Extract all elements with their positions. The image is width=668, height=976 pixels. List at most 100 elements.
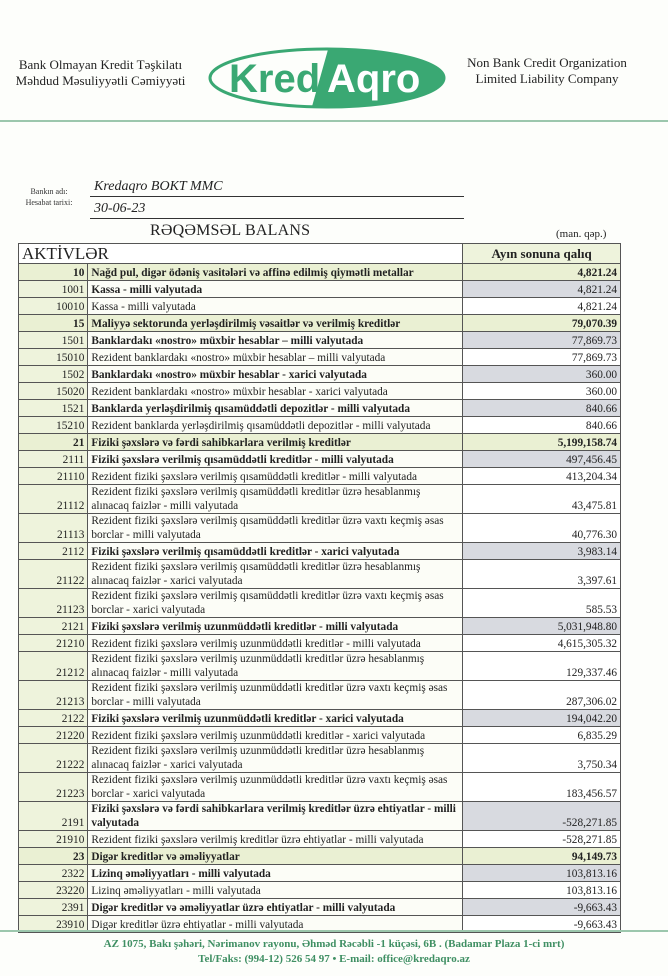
org-name-en-1: Non Bank Credit Organization [467, 55, 627, 70]
row-value: 585.53 [462, 588, 621, 618]
row-code: 15 [17, 314, 89, 332]
row-code: 2191 [17, 801, 89, 831]
header-divider [0, 120, 668, 122]
table-row: 23910 Digər kreditlər üzrə ehtiyatlar - m… [17, 915, 621, 933]
row-code: 15010 [17, 348, 89, 366]
row-description: Rezident fiziki şəxslərə verilmiş uzunmü… [87, 743, 464, 773]
row-code: 21 [17, 433, 89, 451]
row-description: Rezident fiziki şəxslərə verilmiş uzunmü… [87, 726, 464, 744]
row-value: 4,821.24 [462, 263, 621, 281]
row-code: 10010 [17, 297, 89, 315]
row-description: Fiziki şəxslərə və fərdi sahibkarlara ve… [87, 433, 464, 451]
table-row: 21 Fiziki şəxslərə və fərdi sahibkarlara … [17, 433, 621, 451]
table-row: 21213 Rezident fiziki şəxslərə verilmiş u… [17, 680, 621, 710]
row-value: 5,031,948.80 [462, 617, 621, 635]
row-code: 2322 [17, 864, 89, 882]
row-code: 2122 [17, 709, 89, 727]
row-value: 497,456.45 [462, 450, 621, 468]
table-row: 15210 Rezident banklarda yerləşdirilmiş q… [17, 416, 621, 434]
row-code: 1501 [17, 331, 89, 349]
row-description: Banklardakı «nostro» müxbir hesablar – m… [87, 331, 464, 349]
row-description: Rezident banklardakı «nostro» müxbir hes… [87, 382, 464, 400]
header-right: Non Bank Credit Organization Limited Lia… [452, 55, 642, 87]
header-left: Bank Olmayan Kredit Təşkilatı Məhdud Məs… [8, 57, 193, 89]
row-description: Digər kreditlər üzrə ehtiyatlar - milli … [87, 915, 464, 933]
row-code: 21122 [17, 559, 89, 589]
row-description: Rezident banklardakı «nostro» müxbir hes… [87, 348, 464, 366]
row-description: Digər kreditlər və əməliyyatlar üzrə eht… [87, 898, 464, 916]
row-description: Rezident fiziki şəxslərə verilmiş uzunmü… [87, 634, 464, 652]
row-value: 103,813.16 [462, 881, 621, 899]
row-value: -528,271.85 [462, 830, 621, 848]
footer-address: AZ 1075, Bakı şəhəri, Nərimanov rayonu, … [103, 938, 565, 950]
row-code: 23220 [17, 881, 89, 899]
date-value: 30-06-23 [90, 201, 464, 219]
table-row: 21122 Rezident fiziki şəxslərə verilmiş q… [17, 559, 621, 589]
row-code: 21212 [17, 651, 89, 681]
table-row: 23220 Lizinq əməliyyatları - milli valyut… [17, 881, 621, 899]
row-code: 21222 [17, 743, 89, 773]
row-value: 3,983.14 [462, 542, 621, 560]
table-row: 1521 Banklarda yerləşdirilmiş qısamüddətl… [17, 399, 621, 417]
table-row: 15 Maliyyə sektorunda yerləşdirilmiş vəsa… [17, 314, 621, 332]
table-row: 21110 Rezident fiziki şəxslərə verilmiş q… [17, 467, 621, 485]
row-description: Nağd pul, digər ödəniş vasitələri və aff… [87, 263, 464, 281]
date-label: Hesabat tarixi: [25, 198, 73, 207]
table-row: 2111 Fiziki şəxslərə verilmiş qısamüddətl… [17, 450, 621, 468]
logo-text-kred: Kred [229, 57, 320, 101]
table-row: 2121 Fiziki şəxslərə verilmiş uzunmüddətl… [17, 617, 621, 635]
row-value: 360.00 [462, 365, 621, 383]
table-row: 21123 Rezident fiziki şəxslərə verilmiş q… [17, 588, 621, 618]
table-header-row: AKTİVLƏR Ayın sonuna qalıq [17, 243, 621, 264]
row-code: 21210 [17, 634, 89, 652]
row-value: 4,821.24 [462, 280, 621, 298]
kredaqro-logo: Kred Aqro [208, 47, 446, 109]
row-description: Rezident banklarda yerləşdirilmiş qısamü… [87, 416, 464, 434]
row-code: 10 [17, 263, 89, 281]
row-description: Rezident fiziki şəxslərə verilmiş qısamü… [87, 513, 464, 543]
row-description: Rezident fiziki şəxslərə verilmiş qısamü… [87, 467, 464, 485]
row-description: Rezident fiziki şəxslərə verilmiş kredit… [87, 830, 464, 848]
table-row: 1501 Banklardakı «nostro» müxbir hesablar… [17, 331, 621, 349]
unit-label: (man. qəp.) [556, 228, 607, 240]
row-code: 21112 [17, 484, 89, 514]
row-value: 94,149.73 [462, 847, 621, 865]
table-row: 2191 Fiziki şəxslərə və fərdi sahibkarlar… [17, 801, 621, 831]
table-row: 15010 Rezident banklardakı «nostro» müxbi… [17, 348, 621, 366]
row-code: 2111 [17, 450, 89, 468]
row-value: 40,776.30 [462, 513, 621, 543]
row-value: 413,204.34 [462, 467, 621, 485]
row-code: 2112 [17, 542, 89, 560]
row-code: 2121 [17, 617, 89, 635]
row-description: Lizinq əməliyyatları - milli valyutada [87, 881, 464, 899]
table-row: 21212 Rezident fiziki şəxslərə verilmiş u… [17, 651, 621, 681]
section-header: AKTİVLƏR [17, 243, 464, 264]
bank-label: Bankın adı: [30, 187, 68, 196]
row-description: Rezident fiziki şəxslərə verilmiş uzunmü… [87, 651, 464, 681]
row-description: Kassa - milli valyutada [87, 280, 464, 298]
row-code: 21213 [17, 680, 89, 710]
table-row: 23 Digər kreditlər və əməliyyatlar 94,149.… [17, 847, 621, 865]
row-code: 2391 [17, 898, 89, 916]
row-value: -9,663.43 [462, 915, 621, 933]
page-title: RƏQƏMSƏL BALANS [150, 222, 311, 239]
footer: AZ 1075, Bakı şəhəri, Nərimanov rayonu, … [0, 937, 668, 967]
table-row: 1502 Banklardakı «nostro» müxbir hesablar… [17, 365, 621, 383]
row-description: Digər kreditlər və əməliyyatlar [87, 847, 464, 865]
bank-value: Kredaqro BOKT MMC [90, 179, 464, 197]
row-code: 21123 [17, 588, 89, 618]
balance-table: AKTİVLƏR Ayın sonuna qalıq 10 Nağd pul, d… [17, 243, 621, 933]
row-code: 1001 [17, 280, 89, 298]
row-value: 103,813.16 [462, 864, 621, 882]
row-value: 194,042.20 [462, 709, 621, 727]
row-value: 840.66 [462, 416, 621, 434]
footer-contact: Tel/Faks: (994-12) 526 54 97 • E-mail: o… [198, 953, 470, 965]
row-value: 287,306.02 [462, 680, 621, 710]
row-description: Fiziki şəxslərə verilmiş qısamüddətli kr… [87, 450, 464, 468]
row-code: 21220 [17, 726, 89, 744]
table-row: 10010 Kassa - milli valyutada 4,821.24 [17, 297, 621, 315]
row-value: 4,615,305.32 [462, 634, 621, 652]
row-value: -528,271.85 [462, 801, 621, 831]
org-name-en-2: Limited Liability Company [475, 71, 619, 86]
